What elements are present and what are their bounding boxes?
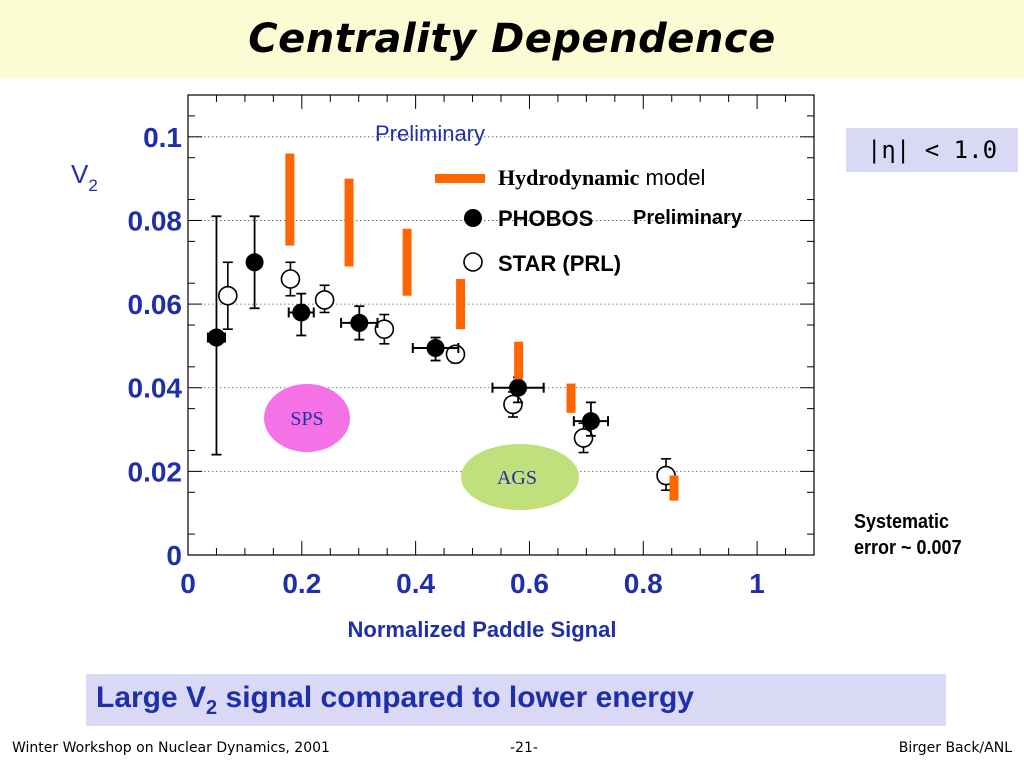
preliminary-top-label: Preliminary	[375, 121, 485, 146]
ags-label: AGS	[497, 467, 537, 489]
star-point-4	[445, 344, 466, 365]
hydro-band-3	[456, 279, 466, 330]
hydro-band-0	[285, 153, 295, 246]
star-point-1	[280, 269, 301, 289]
y-tick-label-5: 0.1	[143, 122, 182, 153]
x-tick-label-5: 1	[749, 568, 765, 599]
conclusion-banner: Large V2 signal compared to lower energy	[86, 674, 946, 726]
title-bar: Centrality Dependence	[0, 0, 1024, 78]
x-tick-label-1: 0.2	[282, 568, 321, 599]
legend-star-label: STAR (PRL)	[498, 251, 621, 276]
eta-cut-label: |η| < 1.0	[866, 136, 998, 164]
x-axis-label: Normalized Paddle Signal	[348, 617, 617, 642]
footer-page-number: -21-	[510, 740, 538, 756]
legend-phobos-note: Preliminary	[633, 207, 743, 229]
sps-label: SPS	[290, 408, 323, 430]
ags-bubble	[461, 444, 579, 510]
star-point-3	[374, 319, 395, 339]
star-point-0	[218, 285, 238, 306]
legend-phobos-marker	[464, 209, 482, 227]
legend-hydro-label: Hydrodynamic model	[498, 165, 705, 190]
hydro-band-5	[566, 383, 576, 413]
y-tick-label-4: 0.08	[128, 205, 183, 236]
y-axis-label: V2	[71, 159, 98, 195]
x-tick-label-3: 0.6	[510, 568, 549, 599]
phobos-point-1	[245, 253, 264, 272]
y-tick-label-2: 0.04	[128, 373, 183, 404]
conclusion-text: Large V2 signal compared to lower energy	[96, 680, 694, 719]
hydro-band-1	[344, 178, 354, 267]
sps-bubble	[264, 384, 350, 452]
slide-title: Centrality Dependence	[248, 16, 776, 62]
x-tick-label-0: 0	[180, 568, 196, 599]
phobos-point-2	[292, 303, 311, 322]
footer-event: Winter Workshop on Nuclear Dynamics, 200…	[12, 740, 330, 756]
legend-star-marker	[463, 252, 483, 272]
data-marks	[206, 153, 679, 501]
x-tick-label-4: 0.8	[624, 568, 663, 599]
hydro-band-6	[669, 475, 679, 501]
phobos-point-6	[581, 412, 600, 431]
hydro-band-4	[514, 341, 524, 380]
axis-ticks: 0 0.02 0.04 0.06 0.08 0.1 0 0.2 0.4 0.6 0.8 1	[128, 95, 814, 599]
y-tick-label-1: 0.02	[128, 456, 183, 487]
systematic-error-note: Systematic error ~ 0.007	[854, 509, 962, 561]
y-tick-label-3: 0.06	[128, 289, 183, 320]
star-point-6	[573, 428, 594, 448]
systematic-line-1: Systematic	[854, 511, 950, 533]
phobos-point-5	[509, 378, 528, 397]
x-tick-label-2: 0.4	[396, 568, 435, 599]
hydro-band-2	[402, 228, 412, 296]
legend-phobos-label: PHOBOS	[498, 206, 593, 231]
footer-author: Birger Back/ANL	[898, 740, 1012, 756]
y-tick-label-0: 0	[166, 540, 182, 571]
systematic-line-2: error ~ 0.007	[854, 537, 962, 559]
phobos-point-4	[426, 339, 445, 357]
phobos-point-3	[350, 313, 369, 332]
eta-cut-box: |η| < 1.0	[846, 128, 1018, 172]
legend-hydro-swatch	[435, 174, 485, 183]
star-point-2	[314, 290, 335, 310]
star-point-5	[503, 394, 523, 415]
phobos-point-0	[207, 328, 226, 347]
